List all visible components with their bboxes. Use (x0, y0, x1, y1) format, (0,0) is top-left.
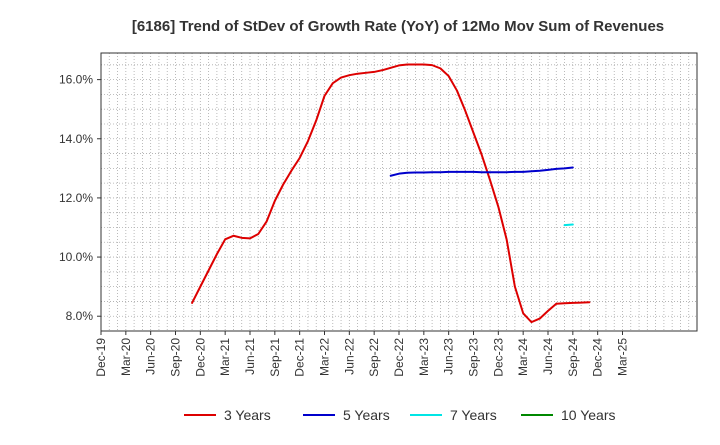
x-tick-label: Mar-20 (119, 338, 133, 376)
x-tick-label: Dec-19 (94, 338, 108, 377)
chart-title: [6186] Trend of StDev of Growth Rate (Yo… (132, 18, 664, 35)
x-tick-label: Mar-25 (616, 338, 630, 376)
series-line-7-years (563, 223, 574, 227)
legend: 3 Years 5 Years 7 Years 10 Years (184, 407, 616, 423)
x-tick-label: Dec-23 (491, 338, 505, 377)
x-tick-label: Sep-20 (169, 338, 183, 377)
x-tick-label: Mar-22 (318, 338, 332, 376)
x-tick-label: Dec-24 (591, 338, 605, 377)
y-tick-label: 8.0% (66, 309, 94, 323)
x-tick-label: Sep-23 (467, 338, 481, 377)
x-tick-label: Mar-24 (516, 338, 530, 376)
x-tick-label: Dec-21 (293, 338, 307, 377)
legend-label-10-years: 10 Years (561, 407, 616, 423)
x-tick-label: Mar-21 (218, 338, 232, 376)
x-tick-label: Sep-21 (268, 338, 282, 377)
legend-label-3-years: 3 Years (224, 407, 271, 423)
x-tick-label: Mar-23 (417, 338, 431, 376)
x-tick-label: Jun-21 (243, 338, 257, 375)
legend-label-7-years: 7 Years (450, 407, 497, 423)
legend-label-5-years: 5 Years (343, 407, 390, 423)
x-tick-label: Sep-22 (367, 338, 381, 377)
series-line-5-years (389, 166, 574, 177)
x-tick-label: Dec-22 (392, 338, 406, 377)
series-line-3-years (191, 63, 591, 324)
y-tick-label: 14.0% (59, 132, 93, 146)
x-tick-label: Jun-20 (144, 338, 158, 375)
y-axis: 8.0% 10.0% 12.0% 14.0% 16.0% (59, 73, 101, 323)
x-axis: Dec-19 Mar-20 Jun-20 Sep-20 Dec-20 Mar-21 Jun-… (94, 331, 630, 377)
y-tick-label: 12.0% (59, 191, 93, 205)
series-layer (191, 63, 591, 324)
y-tick-label: 10.0% (59, 250, 93, 264)
x-tick-label: Dec-20 (193, 338, 207, 377)
x-tick-label: Jun-23 (442, 338, 456, 375)
y-tick-label: 16.0% (59, 73, 93, 87)
x-tick-label: Sep-24 (566, 338, 580, 377)
grid-layer (101, 53, 697, 331)
x-tick-label: Jun-22 (342, 338, 356, 375)
x-tick-label: Jun-24 (541, 338, 555, 375)
